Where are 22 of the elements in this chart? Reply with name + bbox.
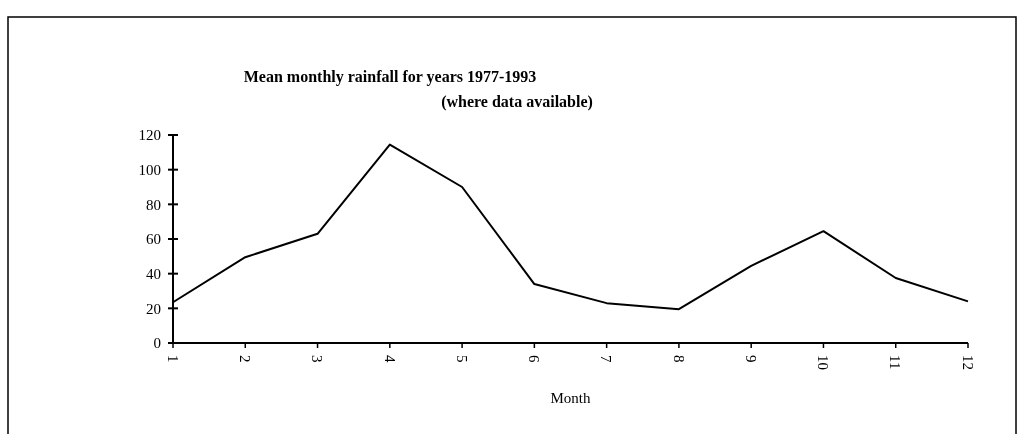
chart-title: Mean monthly rainfall for years 1977-1993 [243, 68, 537, 86]
x-axis-title: Month [550, 390, 591, 406]
x-tick-label: 7 [598, 355, 615, 363]
y-tick-label: 40 [146, 265, 161, 282]
y-tick-label: 80 [146, 196, 161, 213]
x-tick-label: 6 [526, 355, 543, 363]
x-tick-label: 1 [164, 355, 181, 363]
y-tick-label: 0 [153, 335, 161, 352]
y-tick-label: 60 [146, 231, 161, 248]
y-tick-label: 20 [146, 300, 161, 317]
y-tick-label: 120 [138, 127, 161, 144]
x-tick-label: 11 [887, 355, 904, 370]
x-tick-label: 9 [742, 355, 759, 363]
chart-subtitle: (where data available) [441, 93, 593, 111]
x-tick-label: 2 [237, 355, 254, 363]
y-tick-label: 100 [138, 161, 161, 178]
x-tick-label: 10 [815, 355, 832, 370]
x-tick-label: 4 [381, 355, 398, 363]
x-tick-label: 8 [670, 355, 687, 363]
x-tick-label: 3 [309, 355, 326, 363]
x-tick-label: 5 [453, 355, 470, 363]
x-tick-label: 12 [959, 355, 976, 370]
